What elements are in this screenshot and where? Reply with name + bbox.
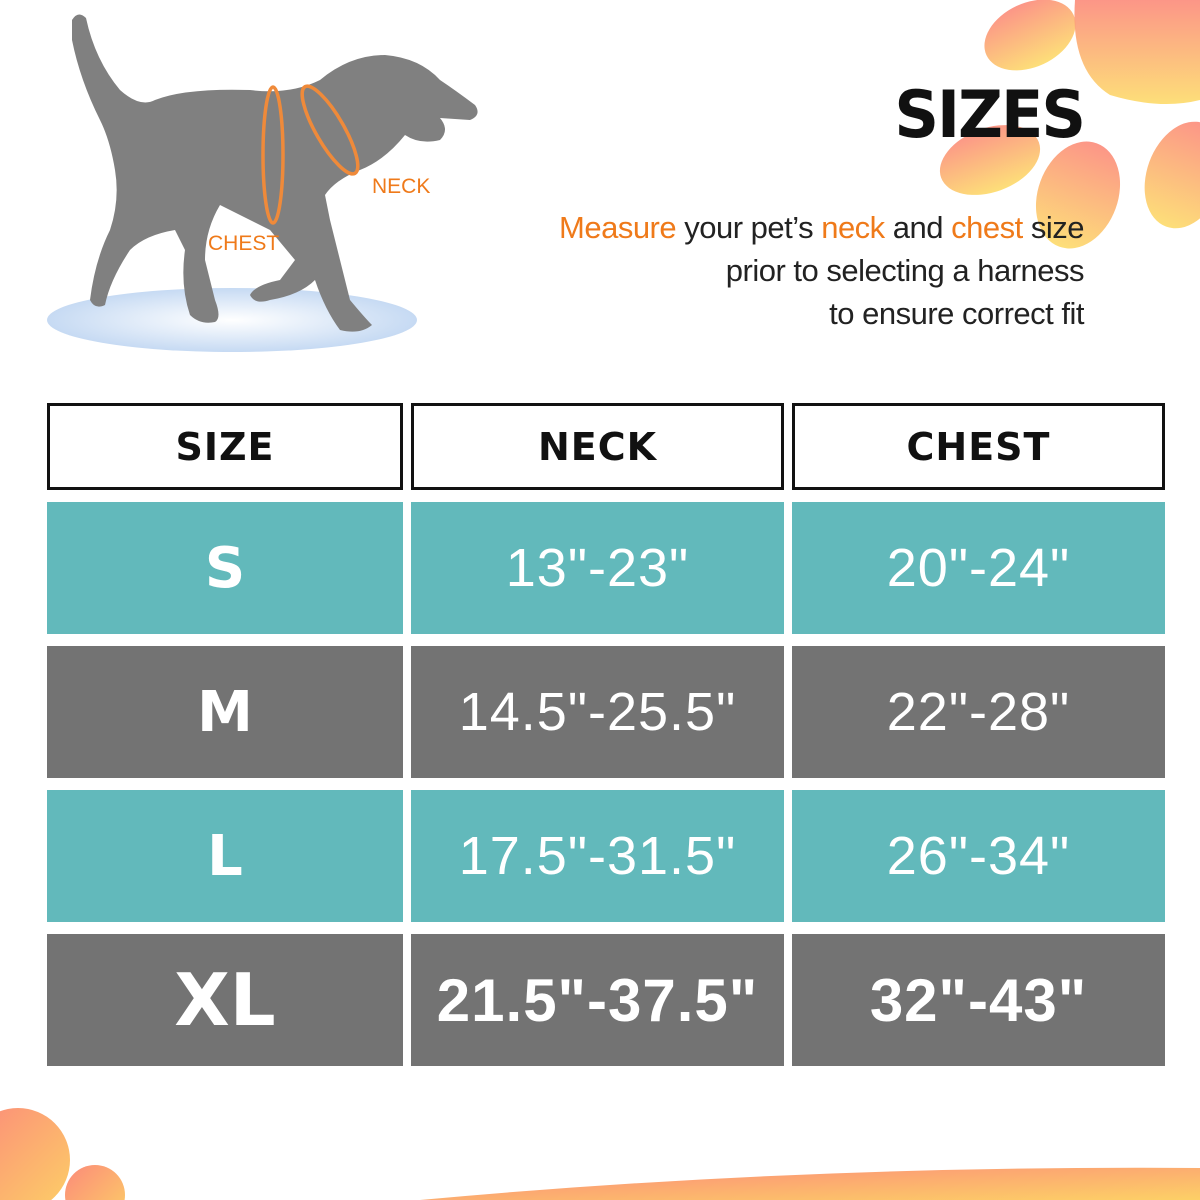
intro-line-2: prior to selecting a harness: [725, 253, 1085, 288]
intro-word: size: [1022, 210, 1085, 245]
neck-ring: [300, 84, 360, 176]
chest-label: CHEST: [208, 232, 280, 255]
paw-print-corner-icon: [0, 1108, 125, 1200]
size-cell: XL: [47, 934, 403, 1066]
neck-label: NECK: [372, 175, 431, 198]
chest-ring: [261, 85, 285, 225]
neck-cell: 17.5"-31.5": [411, 790, 784, 922]
intro-word: neck: [821, 210, 885, 245]
size-cell: S: [47, 502, 403, 634]
column-header-neck: NECK: [411, 403, 784, 490]
chest-cell: 26"-34": [792, 790, 1165, 922]
neck-cell: 13"-23": [411, 502, 784, 634]
size-cell: M: [47, 646, 403, 778]
column-header-chest: CHEST: [792, 403, 1165, 490]
chest-cell: 22"-28": [792, 646, 1165, 778]
intro-word: chest: [951, 210, 1023, 245]
page-title: SIZES: [894, 76, 1086, 153]
chest-cell: 32"-43": [792, 934, 1165, 1066]
chest-cell: 20"-24": [792, 502, 1165, 634]
intro-line-1: Measure your pet’s neck and chest size: [559, 206, 1084, 249]
intro-word: Measure: [559, 210, 677, 245]
intro-word: and: [884, 210, 952, 245]
paw-print-icon: [939, 0, 1200, 249]
dog-shadow: [47, 288, 417, 352]
size-cell: L: [47, 790, 403, 922]
bottom-wave: [420, 1167, 1200, 1200]
neck-cell: 14.5"-25.5": [411, 646, 784, 778]
column-header-size: SIZE: [47, 403, 403, 490]
intro-word: your pet’s: [676, 210, 822, 245]
intro-line-3: to ensure correct fit: [829, 296, 1084, 331]
neck-cell: 21.5"-37.5": [411, 934, 784, 1066]
dog-silhouette-icon: [72, 14, 478, 332]
intro-text: Measure your pet’s neck and chest size p…: [559, 206, 1084, 335]
